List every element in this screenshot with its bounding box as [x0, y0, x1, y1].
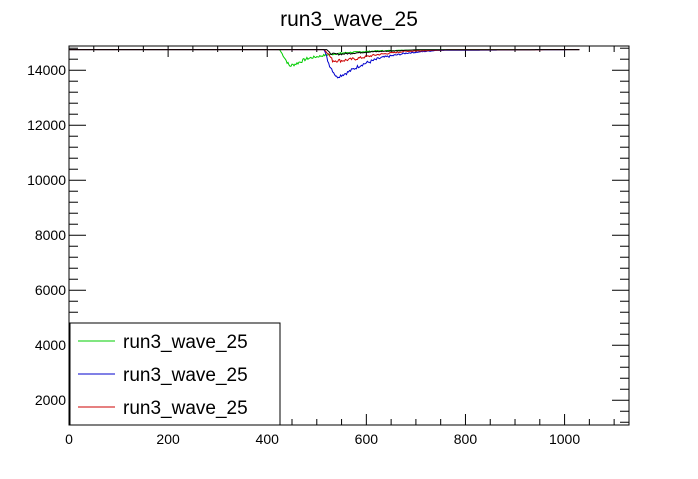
- legend: run3_wave_25 run3_wave_25 run3_wave_25: [69, 322, 281, 426]
- series-line-4: [69, 49, 580, 56]
- chart-title: run3_wave_25: [280, 8, 418, 31]
- y-tick-label: 2000: [35, 392, 66, 408]
- legend-label: run3_wave_25: [123, 398, 248, 419]
- y-tick-label: 14000: [27, 62, 66, 78]
- x-tick-label: 200: [156, 431, 180, 447]
- y-tick-label: 4000: [35, 337, 66, 353]
- legend-label: run3_wave_25: [123, 365, 248, 386]
- plot-area: 0 200 400 600 800 1000 2000 4000 6000 8000 10000 12…: [27, 45, 630, 447]
- x-tick-label: 400: [256, 431, 280, 447]
- x-tick-label: 1000: [549, 431, 580, 447]
- y-tick-label: 10000: [27, 172, 66, 188]
- y-tick-label: 12000: [27, 117, 66, 133]
- x-tick-label: 600: [355, 431, 379, 447]
- y-tick-label: 8000: [35, 227, 66, 243]
- y-tick-label: 6000: [35, 282, 66, 298]
- x-tick-label: 0: [65, 431, 73, 447]
- legend-label: run3_wave_25: [123, 332, 248, 353]
- x-tick-label: 800: [454, 431, 478, 447]
